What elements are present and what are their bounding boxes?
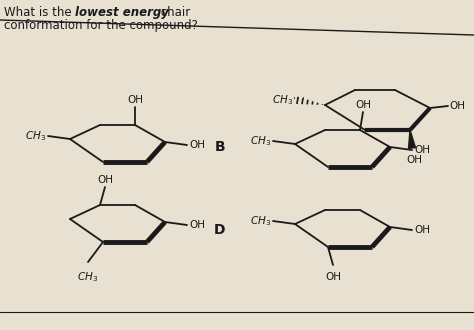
Text: OH: OH <box>406 155 422 165</box>
Text: OH: OH <box>97 175 113 185</box>
Text: OH: OH <box>414 145 430 155</box>
Text: conformation for the compound?: conformation for the compound? <box>4 19 198 32</box>
Text: OH: OH <box>127 95 143 105</box>
Text: OH: OH <box>414 225 430 235</box>
Text: OH: OH <box>189 220 205 230</box>
Text: $CH_3$: $CH_3$ <box>250 214 271 228</box>
Text: B: B <box>215 140 225 154</box>
Text: $CH_3$: $CH_3$ <box>25 129 46 143</box>
Text: What is the: What is the <box>4 6 75 19</box>
Text: chair: chair <box>157 6 190 19</box>
Text: ''': ''' <box>292 96 307 106</box>
Text: D: D <box>214 223 226 237</box>
Text: OH: OH <box>325 272 341 282</box>
Text: OH: OH <box>189 140 205 150</box>
Text: OH: OH <box>449 101 465 111</box>
Text: $CH_3$: $CH_3$ <box>272 93 293 107</box>
Text: $CH_3$: $CH_3$ <box>250 134 271 148</box>
Text: $CH_3$: $CH_3$ <box>77 270 99 284</box>
Polygon shape <box>409 130 416 148</box>
Text: lowest energy: lowest energy <box>75 6 169 19</box>
Text: OH: OH <box>355 100 371 110</box>
